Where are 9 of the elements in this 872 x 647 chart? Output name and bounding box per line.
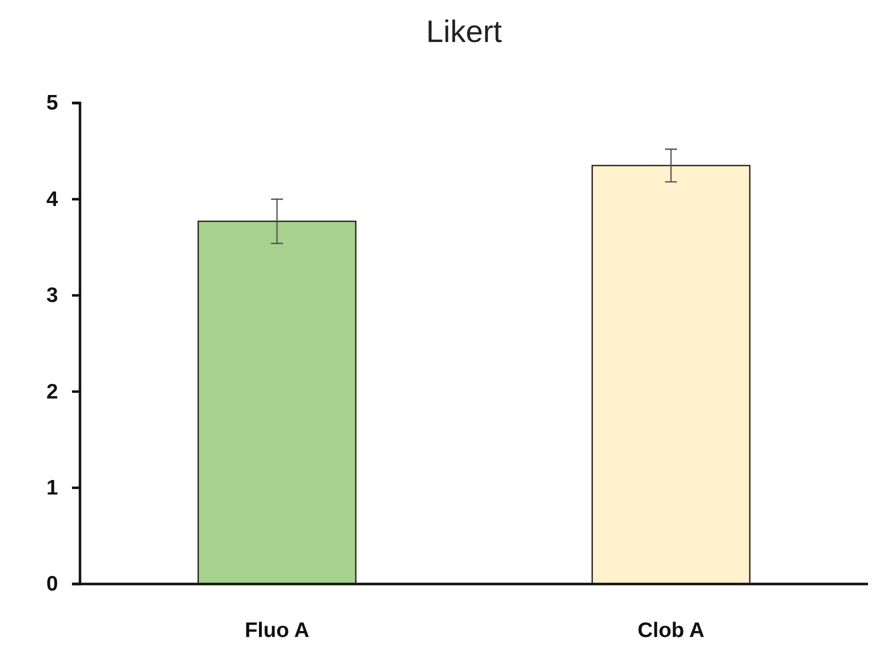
- y-tick-label: 5: [46, 92, 58, 115]
- y-tick-label: 1: [46, 476, 58, 500]
- y-tick-label: 0: [46, 572, 58, 596]
- y-tick-label: 4: [46, 188, 58, 211]
- chart-title: Likert: [426, 14, 502, 49]
- y-tick-label: 3: [46, 284, 58, 308]
- y-tick-label: 2: [46, 380, 58, 404]
- x-tick-label: Clob A: [638, 618, 704, 642]
- x-tick-label: Fluo A: [244, 618, 310, 642]
